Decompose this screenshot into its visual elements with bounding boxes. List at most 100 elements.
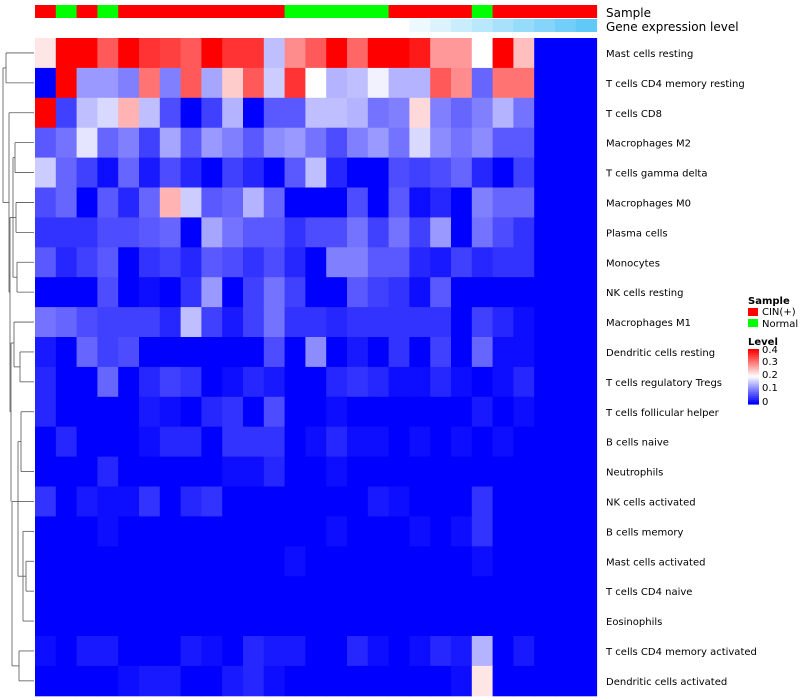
row-label: Monocytes — [606, 258, 660, 269]
heatmap-cell — [284, 247, 306, 278]
heatmap-cell — [284, 396, 306, 428]
heatmap-cell — [118, 277, 140, 308]
heatmap-cell — [492, 665, 514, 697]
heatmap-cell — [534, 456, 556, 487]
heatmap-cell — [55, 38, 78, 69]
heatmap-cell — [575, 157, 598, 188]
row-label: Mast cells resting — [606, 49, 693, 60]
colorbar-segment — [748, 362, 759, 366]
heatmap-cell — [534, 187, 556, 218]
heatmap-cell — [118, 665, 140, 697]
annotation-tracks — [35, 5, 598, 32]
expression-annotation-cell — [347, 19, 369, 32]
heatmap-cell — [555, 38, 577, 69]
heatmap-cell — [139, 127, 161, 159]
heatmap-cell — [55, 546, 78, 577]
heatmap-cell — [263, 38, 286, 69]
heatmap-cell — [513, 247, 535, 278]
sample-annotation-cell — [35, 5, 57, 18]
heatmap-cell — [305, 187, 327, 218]
colorbar-segment — [748, 376, 759, 380]
heatmap-cell — [284, 606, 306, 637]
heatmap-cell — [451, 396, 473, 428]
heatmap-cell — [118, 546, 140, 577]
heatmap-cell — [55, 396, 78, 428]
heatmap-cell — [513, 456, 535, 487]
heatmap-cell — [305, 665, 327, 697]
heatmap-cell — [471, 38, 494, 69]
heatmap-cell — [347, 665, 369, 697]
heatmap-cell — [243, 67, 265, 99]
heatmap-cell — [201, 277, 223, 308]
heatmap-cell — [492, 456, 514, 487]
heatmap-cell — [575, 307, 598, 338]
heatmap-cell — [243, 486, 265, 517]
colorbar-segment — [748, 396, 759, 399]
heatmap-cell — [159, 456, 182, 487]
heatmap-cell — [284, 366, 306, 398]
expression-annotation-cell — [76, 19, 98, 32]
expression-track-label: Gene expression level — [606, 20, 739, 34]
heatmap-cell — [367, 606, 390, 637]
sample-annotation-cell — [430, 5, 452, 18]
heatmap-cell — [159, 157, 182, 188]
colorbar-segment — [748, 352, 759, 356]
heatmap-cell — [284, 38, 306, 69]
heatmap-cell — [55, 486, 78, 517]
heatmap-cell — [284, 486, 306, 517]
heatmap-cell — [35, 665, 57, 697]
heatmap-cell — [35, 337, 57, 368]
heatmap-cell — [180, 127, 202, 159]
heatmap-cell — [222, 38, 244, 69]
heatmap-cell — [471, 426, 494, 458]
heatmap-cell — [222, 576, 244, 607]
heatmap-cell — [55, 187, 78, 218]
heatmap-cell — [222, 366, 244, 398]
heatmap-cell — [492, 127, 514, 159]
heatmap-cell — [305, 38, 327, 69]
heatmap-cell — [388, 366, 410, 398]
heatmap-cell — [118, 307, 140, 338]
heatmap-cell — [451, 636, 473, 667]
heatmap-cell — [367, 127, 390, 159]
heatmap-cell — [180, 426, 202, 458]
heatmap-cell — [430, 337, 452, 368]
heatmap-cell — [139, 97, 161, 129]
row-label: B cells naive — [606, 438, 669, 449]
heatmap-cell — [471, 636, 494, 667]
heatmap-cell — [430, 396, 452, 428]
heatmap-cell — [575, 516, 598, 547]
heatmap-cell — [555, 456, 577, 487]
heatmap-cell — [492, 97, 514, 129]
heatmap-cell — [388, 516, 410, 547]
heatmap-cell — [326, 486, 348, 517]
heatmap-cell — [347, 187, 369, 218]
heatmap-cell — [222, 337, 244, 368]
heatmap-cell — [388, 127, 410, 159]
heatmap-cell — [430, 665, 452, 697]
heatmap-cell — [222, 546, 244, 577]
row-label: Neutrophils — [606, 468, 663, 479]
sample-annotation-cell — [534, 5, 556, 18]
heatmap-cell — [367, 456, 390, 487]
heatmap-cell — [35, 277, 57, 308]
heatmap-cell — [555, 127, 577, 159]
heatmap-cell — [388, 456, 410, 487]
heatmap-cell — [388, 38, 410, 69]
heatmap-cell — [347, 546, 369, 577]
heatmap-cell — [575, 576, 598, 607]
heatmap-cell — [305, 97, 327, 129]
heatmap-cell — [388, 486, 410, 517]
expression-annotation-cell — [534, 19, 556, 32]
heatmap-cell — [388, 217, 410, 248]
heatmap-cell — [222, 636, 244, 667]
row-label: Plasma cells — [606, 228, 668, 239]
heatmap-cell — [222, 606, 244, 637]
heatmap-cell — [347, 307, 369, 338]
heatmap-cell — [367, 97, 390, 129]
heatmap-cell — [513, 337, 535, 368]
heatmap-cell — [35, 606, 57, 637]
heatmap-cell — [534, 157, 556, 188]
heatmap-cell — [305, 636, 327, 667]
heatmap-cell — [492, 67, 514, 99]
